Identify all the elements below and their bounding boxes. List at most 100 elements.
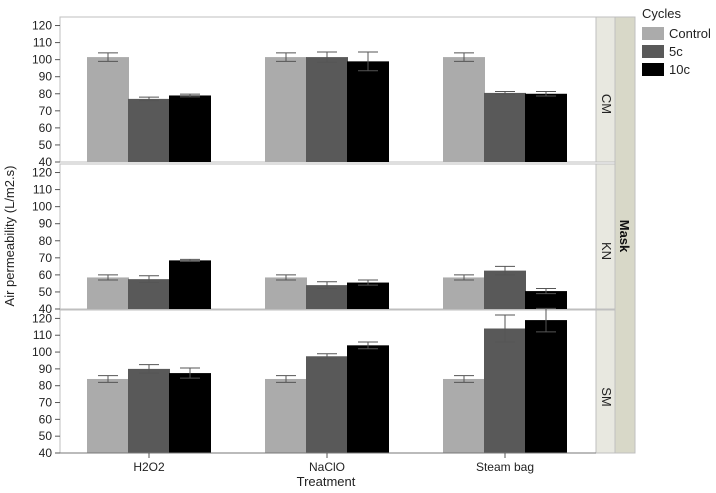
x-tick-label: Steam bag [476, 460, 534, 474]
panels [59, 16, 597, 454]
error-bar [495, 265, 515, 276]
y-axis-title: Air permeability (L/m2.s) [2, 166, 17, 307]
bar-cm-steam-bag-control [443, 57, 485, 162]
bar-kn-naclo-10c [347, 282, 389, 309]
strip-cm [595, 16, 616, 163]
bar-cm-naclo-control [265, 57, 307, 162]
strip-label-cm: CM [599, 94, 614, 114]
y-tick-label: 90 [39, 362, 53, 376]
error-bar [276, 375, 296, 383]
bar-sm-steam-bag-control [443, 378, 485, 453]
panel-sm [59, 307, 597, 454]
bar-cm-naclo-10c [347, 61, 389, 163]
y-tick-label: 80 [39, 234, 53, 248]
panel-kn [59, 163, 597, 310]
legend-label-5c: 5c [669, 44, 683, 59]
x-tick-label: H2O2 [133, 460, 165, 474]
y-axis: 4050607080901001101204050607080901001101… [32, 19, 60, 460]
error-bar [98, 274, 118, 281]
error-bar [98, 375, 118, 383]
legend-swatch-5c [642, 45, 664, 58]
error-bar [454, 274, 474, 281]
y-tick-label: 100 [32, 200, 52, 214]
error-bar [317, 353, 337, 360]
bar-cm-steam-bag-10c [525, 93, 567, 162]
y-tick-label: 110 [33, 328, 52, 342]
y-tick-label: 50 [39, 429, 53, 443]
error-bar [139, 364, 159, 374]
y-tick-label: 70 [39, 104, 53, 118]
strip-label-kn: KN [599, 242, 614, 260]
bar-cm-h2o2-control [87, 57, 129, 162]
bar-kn-h2o2-5c [128, 279, 170, 309]
strip-label-sm: SM [599, 387, 614, 407]
strip-kn [595, 163, 616, 310]
y-tick-label: 120 [32, 311, 52, 325]
y-tick-label: 120 [32, 166, 52, 180]
error-bar [536, 288, 556, 295]
y-tick-label: 110 [33, 36, 52, 50]
y-tick-label: 120 [32, 19, 52, 33]
legend: Cycles Control 5c 10c [642, 6, 711, 77]
bar-cm-h2o2-5c [128, 98, 170, 162]
bar-kn-naclo-control [265, 277, 307, 309]
bar-cm-steam-bag-5c [484, 92, 526, 162]
facet-title: Mask [617, 220, 632, 253]
bar-kn-steam-bag-control [443, 277, 485, 309]
bar-cm-naclo-5c [306, 57, 348, 162]
error-bar [317, 281, 337, 290]
facet-title-strip [614, 16, 636, 454]
legend-label-control: Control [669, 26, 711, 41]
error-bar [180, 93, 200, 98]
error-bar [276, 274, 296, 281]
bar-cm-h2o2-10c [169, 95, 211, 162]
bar-sm-naclo-10c [347, 345, 389, 453]
error-bar [180, 258, 200, 262]
y-tick-label: 50 [39, 138, 53, 152]
y-tick-label: 110 [33, 183, 52, 197]
error-bar [536, 91, 556, 97]
y-tick-label: 40 [39, 302, 53, 316]
error-bar [358, 279, 378, 286]
bar-kn-h2o2-control [87, 277, 129, 309]
error-bar [358, 51, 378, 72]
y-tick-label: 40 [39, 446, 53, 460]
error-bar [536, 307, 556, 333]
bar-kn-steam-bag-5c [484, 270, 526, 309]
y-tick-label: 60 [39, 268, 53, 282]
bar-kn-naclo-5c [306, 285, 348, 309]
y-tick-label: 60 [39, 121, 53, 135]
bar-kn-h2o2-10c [169, 260, 211, 309]
error-bar [454, 52, 474, 62]
bar-sm-h2o2-10c [169, 373, 211, 453]
y-tick-label: 90 [39, 217, 53, 231]
legend-title: Cycles [642, 6, 682, 21]
y-tick-label: 100 [32, 53, 52, 67]
error-bar [139, 275, 159, 284]
bar-sm-h2o2-5c [128, 368, 170, 453]
bar-sm-steam-bag-5c [484, 328, 526, 453]
strip-sm [595, 309, 616, 454]
error-bar [495, 91, 515, 95]
y-tick-label: 80 [39, 379, 53, 393]
legend-label-10c: 10c [669, 62, 690, 77]
error-bar [358, 341, 378, 350]
error-bar [495, 314, 515, 343]
bar-sm-h2o2-control [87, 378, 129, 453]
error-bar [276, 52, 296, 62]
bar-sm-steam-bag-10c [525, 320, 567, 453]
facet-strips: CM KN SM [595, 16, 636, 454]
legend-swatch-10c [642, 63, 664, 76]
bar-kn-steam-bag-10c [525, 291, 567, 309]
bar-sm-naclo-control [265, 378, 307, 453]
y-tick-label: 70 [39, 396, 53, 410]
y-tick-label: 100 [32, 345, 52, 359]
y-tick-label: 60 [39, 412, 53, 426]
x-axis: H2O2 NaClO Steam bag [60, 452, 596, 474]
y-tick-label: 90 [39, 70, 53, 84]
x-axis-title: Treatment [297, 474, 356, 489]
y-tick-label: 50 [39, 285, 53, 299]
legend-swatch-control [642, 27, 664, 40]
x-tick-label: NaClO [309, 460, 345, 474]
